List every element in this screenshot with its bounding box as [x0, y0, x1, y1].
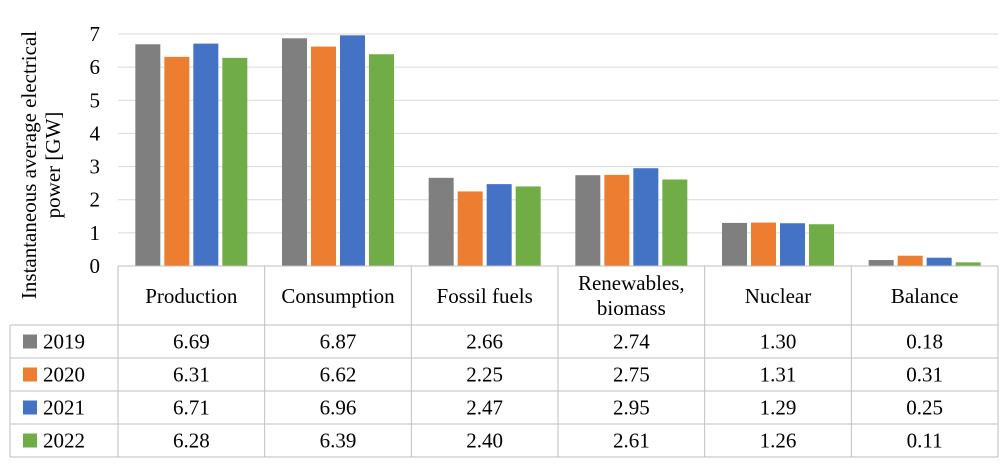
axis-layer: 0 1 2 3 4 5 6 7 — [90, 22, 101, 278]
bar — [515, 186, 541, 266]
data-label: 6.96 — [320, 396, 357, 420]
data-label: 6.69 — [173, 330, 210, 354]
legend-label: 2020 — [43, 363, 85, 387]
y-tick-label: 6 — [90, 55, 101, 79]
y-tick-label: 7 — [90, 22, 101, 46]
bar — [369, 54, 394, 266]
data-label: 2.47 — [466, 396, 503, 420]
data-label: 6.62 — [320, 363, 357, 387]
data-label: 0.31 — [906, 363, 943, 387]
x-tick-label: Fossil fuels — [437, 284, 533, 308]
bar — [868, 260, 894, 266]
data-table: Production Consumption Fossil fuels Renewab… — [9, 265, 999, 458]
bar — [193, 43, 219, 267]
x-tick-label: Consumption — [281, 284, 395, 308]
bar — [340, 35, 365, 266]
y-tick-label: 0 — [90, 254, 101, 278]
legend-label: 2021 — [43, 396, 85, 420]
bar — [662, 179, 688, 266]
data-label: 2.61 — [613, 429, 650, 453]
bar — [222, 57, 248, 267]
legend-swatch — [23, 400, 37, 415]
grid-layer — [118, 33, 998, 234]
bar — [428, 177, 454, 266]
data-label: 2.25 — [466, 363, 503, 387]
y-tick-label: 5 — [90, 88, 101, 112]
y-tick-label: 1 — [90, 221, 101, 245]
bar — [809, 224, 834, 266]
data-label: 0.11 — [907, 429, 943, 453]
data-label: 0.18 — [906, 330, 943, 354]
data-label: 1.31 — [760, 363, 797, 387]
legend-swatch — [23, 334, 37, 349]
legend-label: 2019 — [43, 330, 85, 354]
data-label: 1.30 — [760, 330, 797, 354]
y-tick-label: 3 — [90, 155, 101, 179]
data-label: 2.74 — [613, 330, 650, 354]
data-label: 1.29 — [760, 396, 797, 420]
bar — [486, 184, 512, 266]
bar — [575, 175, 601, 266]
data-label: 6.31 — [173, 363, 210, 387]
data-label: 0.25 — [906, 396, 943, 420]
bar — [282, 38, 307, 267]
x-tick-label: Balance — [891, 284, 959, 308]
y-tick-label: 2 — [90, 188, 101, 212]
legend-swatch — [23, 367, 37, 382]
x-tick-label: Nuclear — [745, 284, 811, 308]
data-label: 6.28 — [173, 429, 210, 453]
data-label: 6.39 — [320, 429, 357, 453]
y-axis-label: Instantaneous average electricalpower [G… — [17, 31, 65, 299]
x-tick-label: Renewables, biomass — [578, 271, 685, 320]
bar — [604, 174, 630, 266]
data-label: 2.95 — [613, 396, 650, 420]
bar — [311, 46, 336, 266]
legend-swatch — [23, 433, 37, 448]
bar — [633, 168, 659, 266]
bar — [722, 222, 747, 266]
legend-label: 2022 — [43, 429, 85, 453]
data-label: 2.75 — [613, 363, 650, 387]
bar — [135, 44, 161, 266]
bar — [751, 222, 776, 266]
bar — [457, 191, 483, 266]
data-label: 1.26 — [760, 429, 797, 453]
data-label: 6.71 — [173, 396, 210, 420]
data-label: 2.40 — [466, 429, 503, 453]
bar — [164, 56, 190, 266]
bar — [897, 255, 923, 266]
bar — [780, 223, 805, 266]
bar — [955, 262, 981, 266]
data-label: 2.66 — [466, 330, 503, 354]
y-tick-label: 4 — [90, 121, 101, 145]
x-tick-label: Production — [145, 284, 238, 308]
bar-layer — [135, 35, 981, 267]
data-label: 6.87 — [320, 330, 357, 354]
bar — [926, 257, 952, 266]
